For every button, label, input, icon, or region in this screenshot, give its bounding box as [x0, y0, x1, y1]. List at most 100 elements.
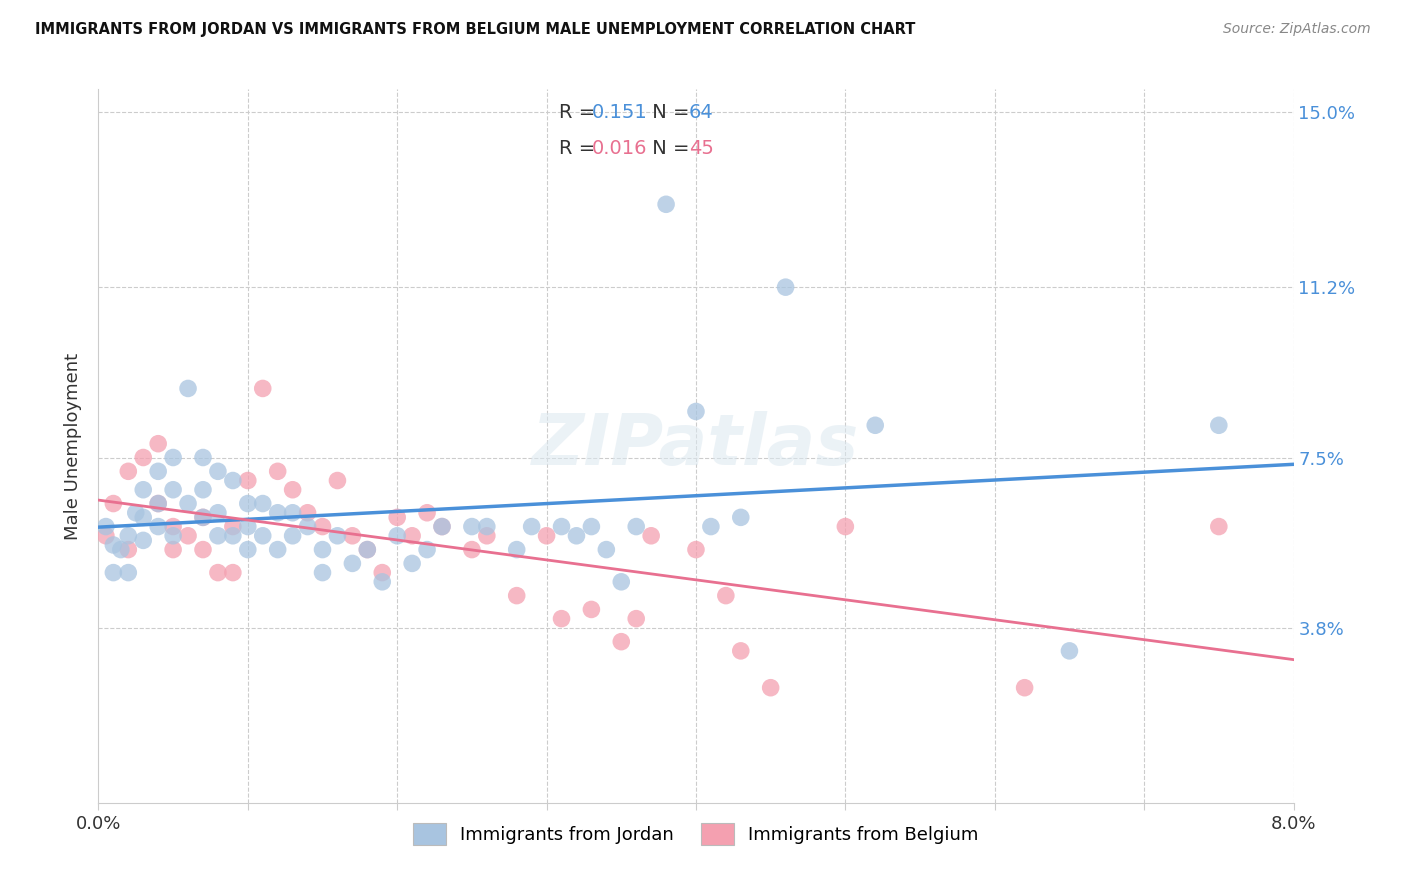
Point: [371, 574, 394, 589]
Point: [416, 506, 439, 520]
Point: [565, 529, 588, 543]
Y-axis label: Male Unemployment: Male Unemployment: [63, 352, 82, 540]
Point: [267, 464, 290, 478]
Point: [252, 497, 274, 511]
Point: [326, 529, 349, 543]
Point: [475, 529, 498, 543]
Point: [356, 542, 378, 557]
Point: [506, 542, 529, 557]
Point: [177, 381, 200, 395]
Text: 45: 45: [689, 139, 714, 158]
Point: [207, 566, 229, 580]
Point: [430, 519, 453, 533]
Point: [267, 506, 290, 520]
Point: [326, 474, 349, 488]
Point: [700, 519, 723, 533]
Point: [207, 529, 229, 543]
Point: [117, 542, 139, 557]
Point: [148, 497, 170, 511]
Point: [550, 612, 572, 626]
Point: [610, 634, 633, 648]
Point: [865, 418, 887, 433]
Point: [595, 542, 617, 557]
Point: [162, 519, 184, 533]
Point: [162, 483, 184, 497]
Point: [117, 566, 139, 580]
Text: 0.016: 0.016: [592, 139, 648, 158]
Point: [94, 529, 117, 543]
Point: [371, 566, 394, 580]
Point: [236, 542, 259, 557]
Point: [281, 529, 304, 543]
Text: R =: R =: [558, 103, 600, 122]
Point: [252, 381, 274, 395]
Point: [550, 519, 572, 533]
Point: [730, 510, 752, 524]
Point: [191, 450, 214, 465]
Point: [640, 529, 662, 543]
Point: [475, 519, 498, 533]
Point: [342, 557, 364, 571]
Point: [191, 510, 214, 524]
Point: [110, 542, 132, 557]
Point: [1208, 418, 1230, 433]
Point: [626, 612, 648, 626]
Point: [1014, 681, 1036, 695]
Point: [281, 506, 304, 520]
Point: [103, 538, 125, 552]
Point: [461, 542, 484, 557]
Point: [430, 519, 453, 533]
Point: [117, 464, 139, 478]
Point: [581, 602, 603, 616]
Point: [191, 483, 214, 497]
Point: [207, 464, 229, 478]
Point: [311, 542, 333, 557]
Point: [103, 566, 125, 580]
Text: 64: 64: [689, 103, 714, 122]
Text: 0.151: 0.151: [592, 103, 648, 122]
Text: Source: ZipAtlas.com: Source: ZipAtlas.com: [1223, 22, 1371, 37]
Point: [297, 506, 319, 520]
Point: [730, 644, 752, 658]
Point: [520, 519, 543, 533]
Point: [148, 497, 170, 511]
Point: [297, 519, 319, 533]
Point: [311, 519, 333, 533]
Point: [267, 542, 290, 557]
Text: IMMIGRANTS FROM JORDAN VS IMMIGRANTS FROM BELGIUM MALE UNEMPLOYMENT CORRELATION : IMMIGRANTS FROM JORDAN VS IMMIGRANTS FRO…: [35, 22, 915, 37]
Point: [385, 529, 409, 543]
Point: [685, 404, 707, 418]
Point: [610, 574, 633, 589]
Point: [311, 566, 333, 580]
Point: [775, 280, 797, 294]
Point: [132, 510, 155, 524]
Text: R =: R =: [558, 139, 600, 158]
Point: [281, 483, 304, 497]
Point: [506, 589, 529, 603]
Point: [416, 542, 439, 557]
Point: [94, 519, 117, 533]
Point: [117, 529, 139, 543]
Point: [148, 519, 170, 533]
Point: [162, 529, 184, 543]
Point: [236, 519, 259, 533]
Point: [222, 519, 245, 533]
Point: [385, 510, 409, 524]
Point: [655, 197, 678, 211]
Point: [834, 519, 856, 533]
Point: [401, 529, 423, 543]
Point: [162, 450, 184, 465]
Point: [714, 589, 737, 603]
Point: [685, 542, 707, 557]
Point: [236, 497, 259, 511]
Point: [132, 533, 155, 548]
Point: [401, 557, 423, 571]
Point: [356, 542, 378, 557]
Point: [207, 506, 229, 520]
Point: [759, 681, 782, 695]
Point: [1059, 644, 1081, 658]
Text: N =: N =: [645, 103, 696, 122]
Point: [148, 436, 170, 450]
Text: ZIPatlas: ZIPatlas: [533, 411, 859, 481]
Legend: Immigrants from Jordan, Immigrants from Belgium: Immigrants from Jordan, Immigrants from …: [405, 814, 987, 855]
